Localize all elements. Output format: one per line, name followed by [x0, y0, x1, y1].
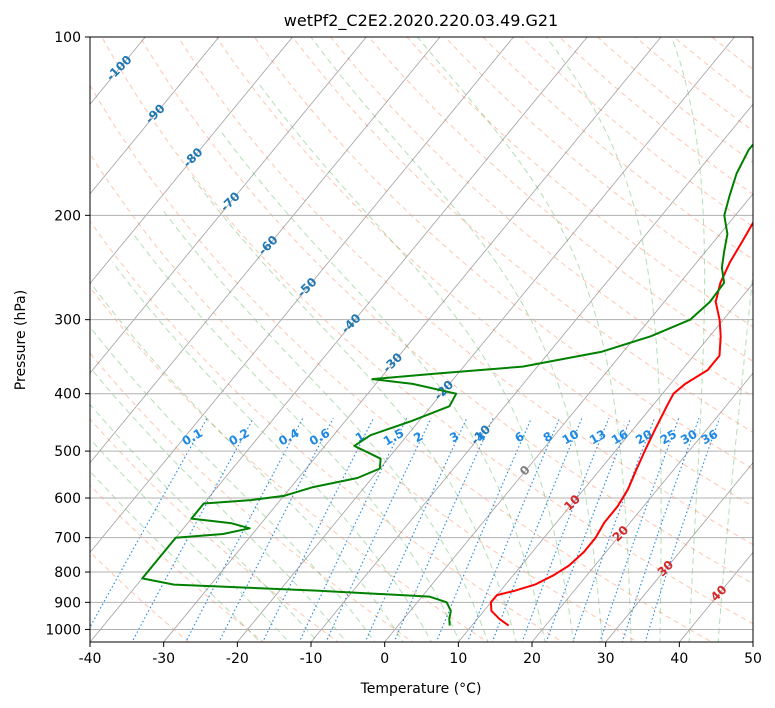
moist-adiabat — [416, 37, 632, 642]
y-tick-label: 700 — [54, 531, 81, 547]
moist-adiabat — [545, 37, 662, 642]
isotherm-line — [90, 37, 294, 285]
isotherm-line — [90, 37, 441, 464]
dry-adiabat — [101, 37, 753, 625]
moist-adiabat — [112, 261, 432, 642]
x-tick-label: 20 — [523, 651, 541, 667]
moist-adiabat — [90, 470, 261, 642]
pressure-gridlines — [90, 37, 753, 630]
y-axis-label: Pressure (hPa) — [13, 290, 29, 390]
isotherm-line — [384, 193, 753, 642]
temperature-profile — [489, 220, 753, 627]
isotherm-line — [236, 37, 736, 642]
dry-adiabat — [368, 37, 753, 362]
moist-adiabat — [90, 366, 347, 642]
mixing-ratio-line — [393, 417, 494, 642]
dry-adiabat — [139, 37, 753, 585]
profile-series — [141, 142, 753, 627]
y-tick-label: 400 — [54, 387, 81, 403]
plot-background — [90, 37, 753, 642]
isotherm-line — [163, 37, 662, 642]
dry-adiabat — [291, 37, 753, 434]
dry-adiabat — [90, 286, 489, 642]
dry-adiabat — [596, 37, 753, 163]
x-tick-label: 40 — [670, 651, 688, 667]
dry-adiabat — [771, 24, 775, 654]
mixing-ratio-line — [185, 417, 304, 642]
background-lines — [0, 24, 775, 654]
isotherm-line — [531, 372, 753, 642]
mixing-ratio-line — [466, 417, 561, 642]
isotherm-line — [605, 462, 753, 642]
isotherm-line — [90, 37, 367, 374]
moist-adiabat — [132, 233, 461, 642]
isotherm-line — [310, 103, 753, 642]
y-tick-label: 800 — [54, 565, 81, 581]
y-tick-label: 1000 — [45, 622, 81, 638]
dry-adiabat — [558, 37, 753, 195]
moist-adiabat — [671, 37, 706, 642]
mixing-ratio-line — [325, 417, 432, 642]
dry-adiabat — [90, 220, 564, 642]
dewpoint-profile — [141, 142, 753, 626]
dry-adiabat — [90, 84, 713, 642]
moist-adiabat — [221, 132, 546, 642]
y-tick-label: 100 — [54, 30, 81, 46]
y-tick-label: 200 — [54, 208, 81, 224]
y-tick-label: 500 — [54, 444, 81, 460]
mixing-ratio-line — [572, 418, 656, 642]
isotherm-line — [457, 282, 753, 642]
moist-adiabat — [90, 438, 290, 642]
moist-adiabat — [189, 173, 518, 642]
mixing-ratio-line — [435, 417, 532, 642]
dry-adiabat — [330, 37, 753, 398]
mixing-ratio-line — [364, 417, 468, 642]
isotherm-line — [0, 24, 9, 654]
x-tick-label: 50 — [744, 651, 762, 667]
x-tick-label: -20 — [226, 651, 249, 667]
moist-adiabat — [90, 403, 319, 642]
moist-adiabat — [90, 282, 404, 642]
moist-adiabat — [310, 37, 603, 642]
x-tick-label: 10 — [449, 651, 467, 667]
y-tick-label: 900 — [54, 595, 81, 611]
mixing-ratio-line — [545, 417, 632, 642]
moist-adiabat — [90, 326, 376, 642]
moist-adiabat — [258, 83, 575, 642]
dry-adiabat — [406, 37, 753, 328]
mixing-ratio-line — [644, 418, 721, 642]
mixing-ratio-line — [621, 418, 700, 642]
x-tick-label: -10 — [300, 651, 323, 667]
x-axis-label: Temperature (°C) — [360, 681, 482, 697]
x-tick-label: 0 — [380, 651, 389, 667]
y-tick-label: 600 — [54, 491, 81, 507]
x-axis-ticks: -40 -30 -20 -10 0 10 20 30 40 50 — [79, 642, 762, 667]
plot-frame — [89, 36, 754, 643]
chart-title: wetPf2_C2E2.2020.220.03.49.G21 — [284, 11, 558, 31]
dry-adiabat — [90, 484, 265, 642]
x-tick-label: -40 — [79, 651, 102, 667]
dry-adiabat — [90, 152, 638, 642]
isotherm-line — [90, 37, 515, 554]
dry-adiabat — [444, 37, 753, 294]
x-tick-label: 30 — [597, 651, 615, 667]
isotherm-line — [90, 37, 220, 195]
mixing-ratio-line — [90, 417, 208, 629]
y-tick-label: 300 — [54, 313, 81, 329]
mixing-ratio-line — [599, 418, 680, 642]
x-tick-label: -30 — [152, 651, 175, 667]
y-axis-ticks: 100 200 300 400 500 600 700 800 900 1000 — [45, 30, 90, 638]
mixing-ratio-line — [218, 417, 334, 642]
mixing-ratio-line — [131, 417, 254, 642]
